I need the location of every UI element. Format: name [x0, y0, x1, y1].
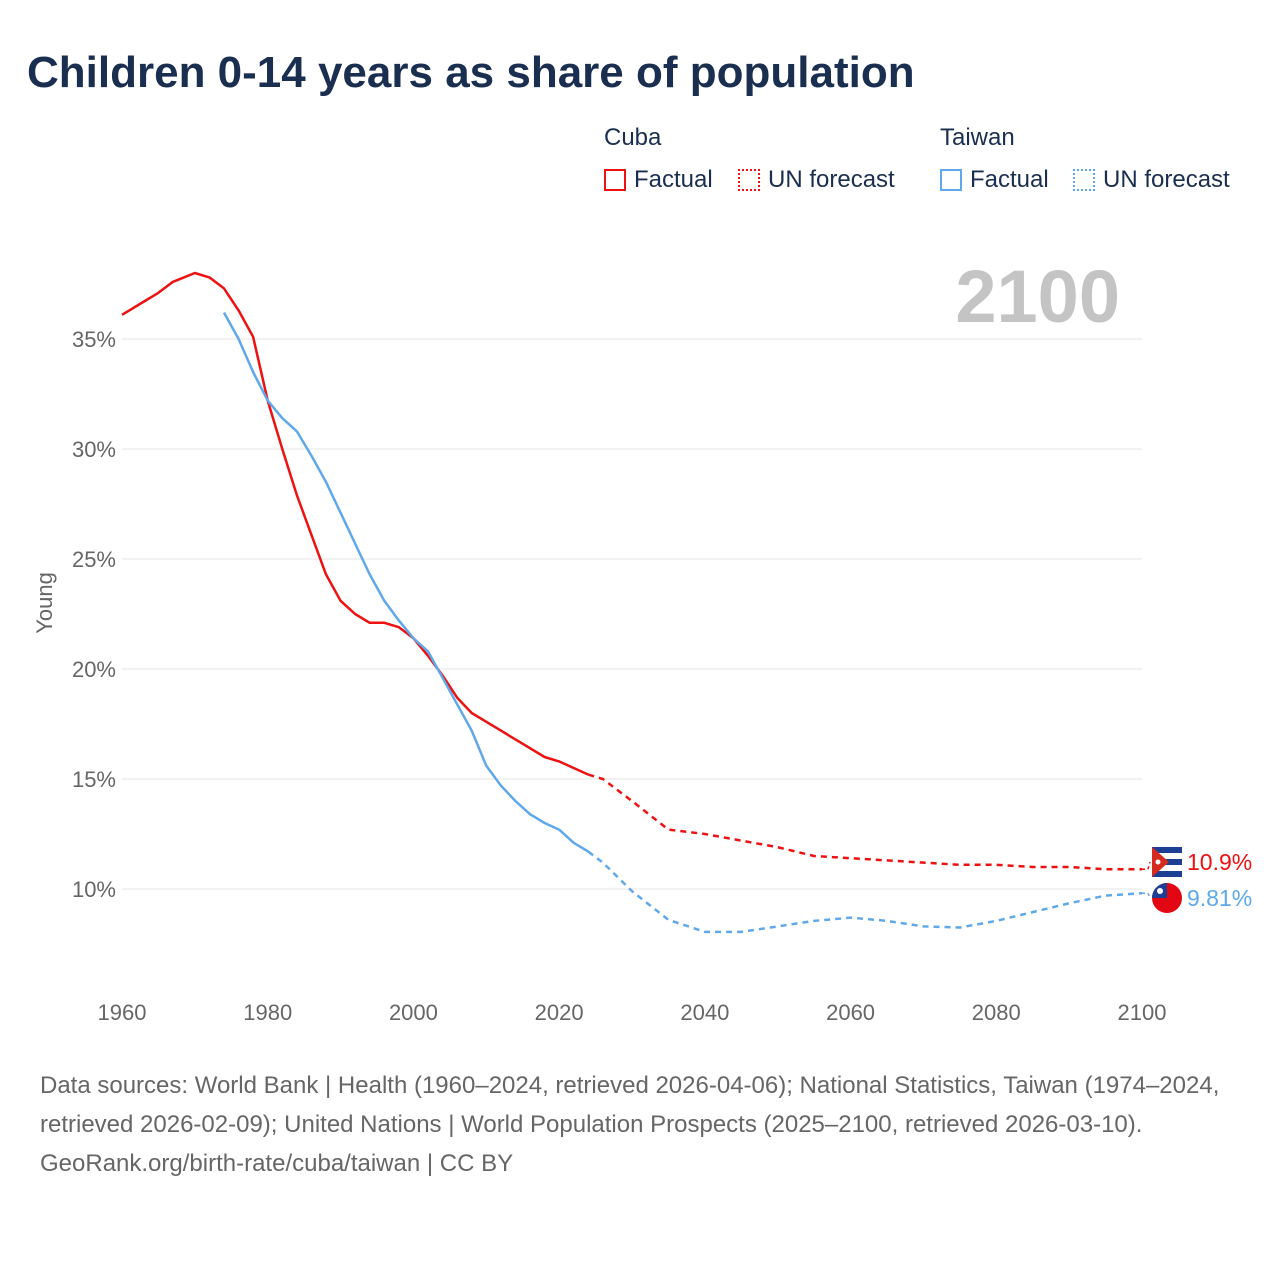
legend-label: UN forecast: [768, 166, 895, 193]
y-tick-label: 15%: [72, 767, 116, 792]
taiwan-factual-line: [222, 311, 589, 853]
legend-country-cuba: Cuba: [604, 124, 662, 151]
y-tick-label: 30%: [72, 437, 116, 462]
x-tick-label: 2060: [826, 1000, 875, 1025]
cuba-flag-icon: [1152, 847, 1182, 877]
taiwan-end-value: 9.81%: [1187, 885, 1252, 911]
x-tick-label: 2100: [1118, 1000, 1167, 1025]
legend-swatch-dotted: [738, 169, 760, 191]
line-chart: 2100 10% 15% 20% 25% 30% 35% 1960 1980 2000 2020 2…: [32, 255, 1252, 1025]
legend-swatch-dotted: [1073, 169, 1095, 191]
year-overlay: 2100: [955, 255, 1120, 338]
y-tick-label: 25%: [72, 547, 116, 572]
legend-taiwan-factual[interactable]: Factual: [940, 166, 1049, 194]
data-sources: Data sources: World Bank | Health (1960–…: [40, 1072, 1220, 1138]
x-tick-label: 2000: [389, 1000, 438, 1025]
y-tick-label: 10%: [72, 877, 116, 902]
cuba-connector: [1142, 861, 1151, 870]
legend-taiwan-forecast[interactable]: UN forecast: [1073, 166, 1230, 194]
credit-link[interactable]: GeoRank.org/birth-rate/cuba/taiwan | CC …: [40, 1150, 514, 1177]
y-tick-label: 20%: [72, 657, 116, 682]
legend-label: Factual: [634, 166, 713, 193]
cuba-forecast-line: [587, 773, 1142, 871]
x-tick-label: 1980: [243, 1000, 292, 1025]
y-axis-label: Young: [32, 572, 57, 634]
legend-swatch-solid: [940, 169, 962, 191]
legend-swatch-solid: [604, 169, 626, 191]
legend-label: Factual: [970, 166, 1049, 193]
cuba-factual-line: [121, 271, 589, 776]
legend-label: UN forecast: [1103, 166, 1230, 193]
legend-cuba-factual[interactable]: Factual: [604, 166, 713, 194]
legend-cuba-forecast[interactable]: UN forecast: [738, 166, 895, 194]
taiwan-forecast-line: [587, 850, 1143, 934]
legend-country-taiwan: Taiwan: [940, 124, 1015, 151]
x-tick-label: 1960: [98, 1000, 147, 1025]
y-tick-label: 35%: [72, 327, 116, 352]
x-tick-label: 2080: [972, 1000, 1021, 1025]
footer: Data sources: World Bank | Health (1960–…: [40, 1066, 1250, 1183]
x-tick-label: 2040: [680, 1000, 729, 1025]
cuba-end-value: 10.9%: [1187, 849, 1252, 875]
taiwan-connector: [1142, 892, 1151, 899]
chart-title: Children 0-14 years as share of populati…: [27, 48, 915, 97]
x-tick-label: 2020: [535, 1000, 584, 1025]
taiwan-flag-icon: [1152, 883, 1182, 913]
